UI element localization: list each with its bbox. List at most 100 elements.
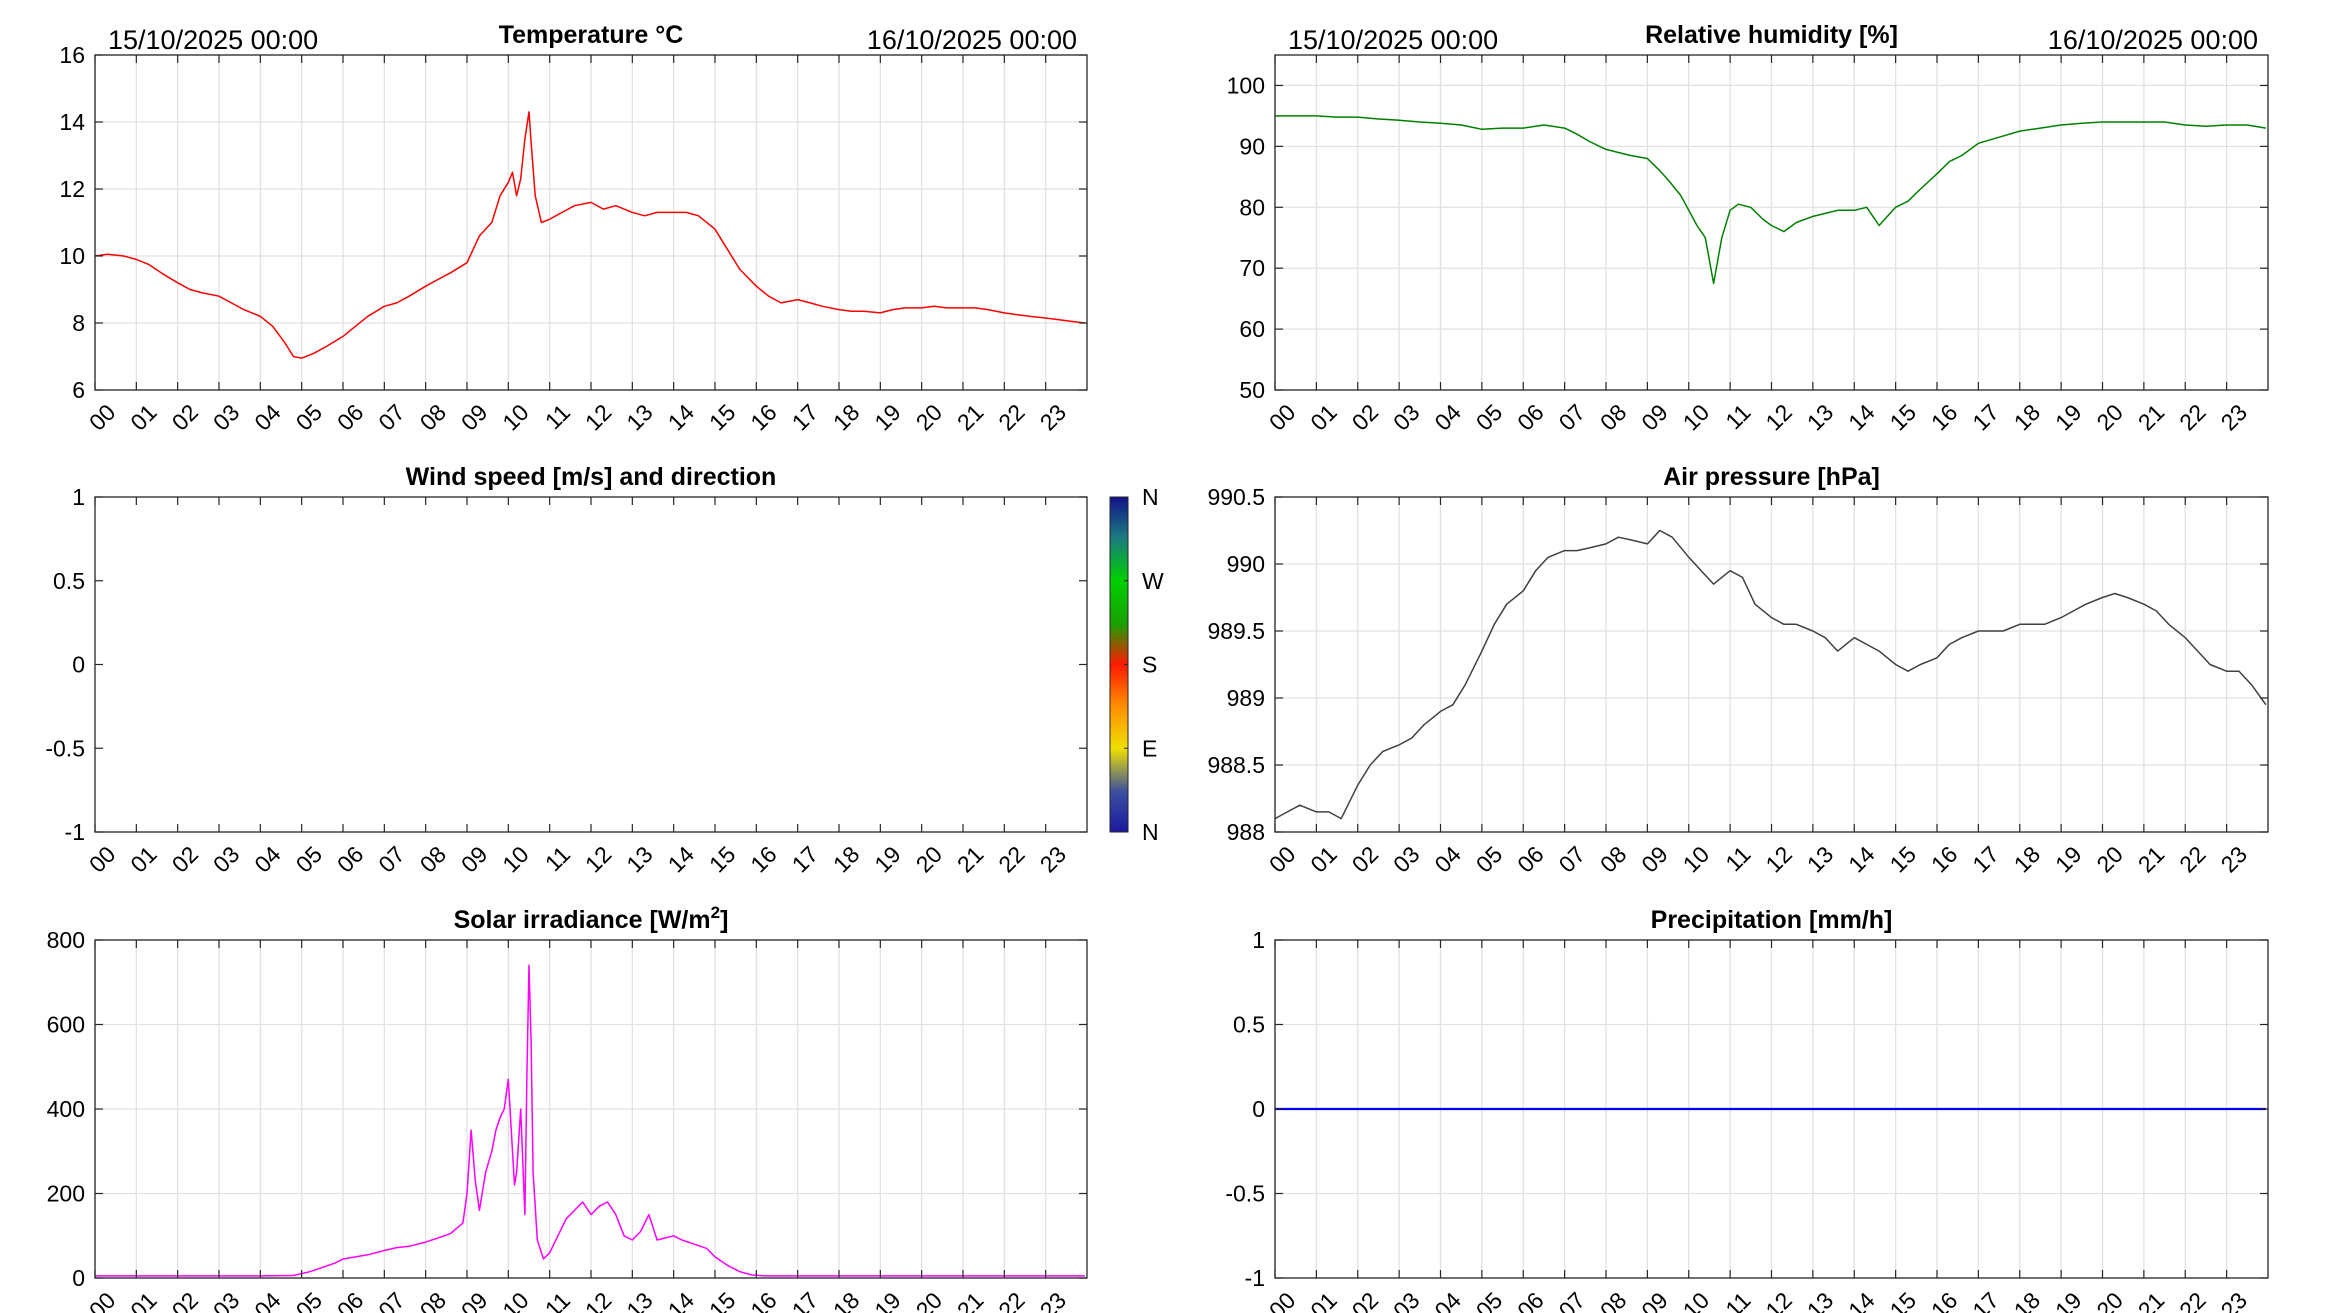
x-tick-label: 11 <box>540 399 575 434</box>
x-tick-label: 03 <box>1388 399 1424 435</box>
x-tick-label: 00 <box>84 1287 120 1313</box>
date-end-label: 16/10/2025 00:00 <box>2048 25 2258 55</box>
x-tick-label: 17 <box>787 1287 823 1313</box>
x-tick-label: 09 <box>456 841 492 877</box>
x-tick-label: 13 <box>621 1287 657 1313</box>
y-tick-label: 1 <box>72 484 85 510</box>
x-tick-label: 04 <box>249 841 286 878</box>
x-tick-label: 06 <box>1512 399 1548 435</box>
chart-pressure: 988 988.5 989 989.5 990 990.5 00 01 02 03 04 05 06 07… <box>1207 463 2269 878</box>
x-tick-label: 01 <box>125 841 161 877</box>
x-tick-label: 19 <box>2050 1287 2086 1313</box>
x-tick-label: 08 <box>1595 399 1631 435</box>
x-tick-label: 06 <box>332 399 368 435</box>
x-tick-label: 21 <box>952 399 988 435</box>
x-tick-label: 08 <box>415 1287 451 1313</box>
y-tick-label: 80 <box>1239 194 1265 220</box>
x-tick-label: 01 <box>125 1287 161 1313</box>
x-tick-label: 10 <box>497 1287 533 1313</box>
y-tick-label: 990.5 <box>1207 484 1265 510</box>
x-tick-label: 09 <box>456 399 492 435</box>
x-tick-label: 03 <box>1388 1287 1424 1313</box>
y-tick-label: 988.5 <box>1207 752 1265 778</box>
y-tick-label: -1 <box>1245 1265 1265 1291</box>
x-tick-label: 00 <box>84 399 120 435</box>
x-tick-label: 11 <box>1720 841 1755 876</box>
x-tick-label: 19 <box>869 841 905 877</box>
x-tick-label: 15 <box>704 1287 740 1313</box>
x-tick-label: 02 <box>1347 1287 1383 1313</box>
date-end-label: 16/10/2025 00:00 <box>867 25 1077 55</box>
y-tick-label: 50 <box>1239 377 1265 403</box>
x-tick-label: 04 <box>249 1287 286 1313</box>
x-tick-label: 07 <box>1554 399 1590 435</box>
x-tick-label: 07 <box>1554 841 1590 877</box>
x-tick-label: 19 <box>869 1287 905 1313</box>
chart-title: Solar irradiance [W/m2] <box>454 903 729 934</box>
x-tick-label: 10 <box>497 399 533 435</box>
x-tick-label: 05 <box>1471 841 1507 877</box>
y-tick-label: 988 <box>1227 819 1265 845</box>
x-tick-label: 22 <box>2174 841 2210 877</box>
x-tick-label: 19 <box>869 399 905 435</box>
x-tick-label: 17 <box>787 841 823 877</box>
x-tick-label: 08 <box>415 841 451 877</box>
colorbar-label-N: N <box>1142 484 1159 510</box>
x-tick-label: 06 <box>1512 1287 1548 1313</box>
x-tick-label: 23 <box>2216 1287 2252 1313</box>
x-tick-label: 17 <box>1967 1287 2003 1313</box>
x-tick-label: 09 <box>1636 1287 1672 1313</box>
x-tick-label: 05 <box>291 841 327 877</box>
x-tick-label: 13 <box>621 399 657 435</box>
x-tick-label: 20 <box>2091 399 2127 435</box>
y-tick-label: 200 <box>47 1181 85 1207</box>
x-tick-label: 23 <box>1035 399 1071 435</box>
x-tick-label: 02 <box>1347 399 1383 435</box>
y-tick-label: 989.5 <box>1207 618 1265 644</box>
x-tick-label: 04 <box>1429 1287 1466 1313</box>
x-tick-label: 12 <box>1760 1287 1796 1313</box>
x-tick-label: 11 <box>540 1287 575 1313</box>
x-tick-label: 07 <box>373 841 409 877</box>
x-tick-label: 16 <box>745 1287 781 1313</box>
x-tick-label: 14 <box>1843 841 1880 878</box>
chart-title: Temperature °C <box>499 21 684 49</box>
colorbar-label-E: E <box>1142 735 1157 761</box>
x-tick-label: 18 <box>828 1287 864 1313</box>
x-tick-label: 12 <box>1760 399 1796 435</box>
chart-title: Relative humidity [%] <box>1645 21 1898 49</box>
x-tick-label: 10 <box>1678 399 1714 435</box>
x-tick-label: 18 <box>828 841 864 877</box>
y-tick-label: 90 <box>1239 133 1265 159</box>
x-tick-label: 20 <box>2091 841 2127 877</box>
x-tick-label: 21 <box>2133 1287 2169 1313</box>
y-tick-label: 1 <box>1252 927 1265 953</box>
x-tick-label: 11 <box>540 841 575 876</box>
series-line-pressure <box>1274 529 2267 820</box>
y-tick-label: 600 <box>47 1012 85 1038</box>
x-tick-label: 02 <box>1347 841 1383 877</box>
x-tick-label: 06 <box>332 841 368 877</box>
x-tick-label: 16 <box>745 841 781 877</box>
x-tick-label: 15 <box>1885 1287 1921 1313</box>
x-tick-label: 05 <box>291 399 327 435</box>
y-tick-label: 60 <box>1239 316 1265 342</box>
x-tick-label: 18 <box>2009 1287 2045 1313</box>
x-tick-label: 04 <box>1429 841 1466 878</box>
x-tick-label: 03 <box>208 841 244 877</box>
x-tick-label: 18 <box>828 399 864 435</box>
series-line-solar <box>95 964 1085 1277</box>
x-tick-label: 17 <box>1967 841 2003 877</box>
x-tick-label: 07 <box>373 1287 409 1313</box>
x-tick-label: 20 <box>911 841 947 877</box>
colorbar-label-W: W <box>1142 568 1164 594</box>
x-tick-label: 21 <box>2133 399 2169 435</box>
x-tick-label: 23 <box>1035 1287 1071 1313</box>
x-tick-label: 16 <box>1926 399 1962 435</box>
y-tick-label: 100 <box>1227 72 1265 98</box>
x-tick-label: 05 <box>1471 1287 1507 1313</box>
